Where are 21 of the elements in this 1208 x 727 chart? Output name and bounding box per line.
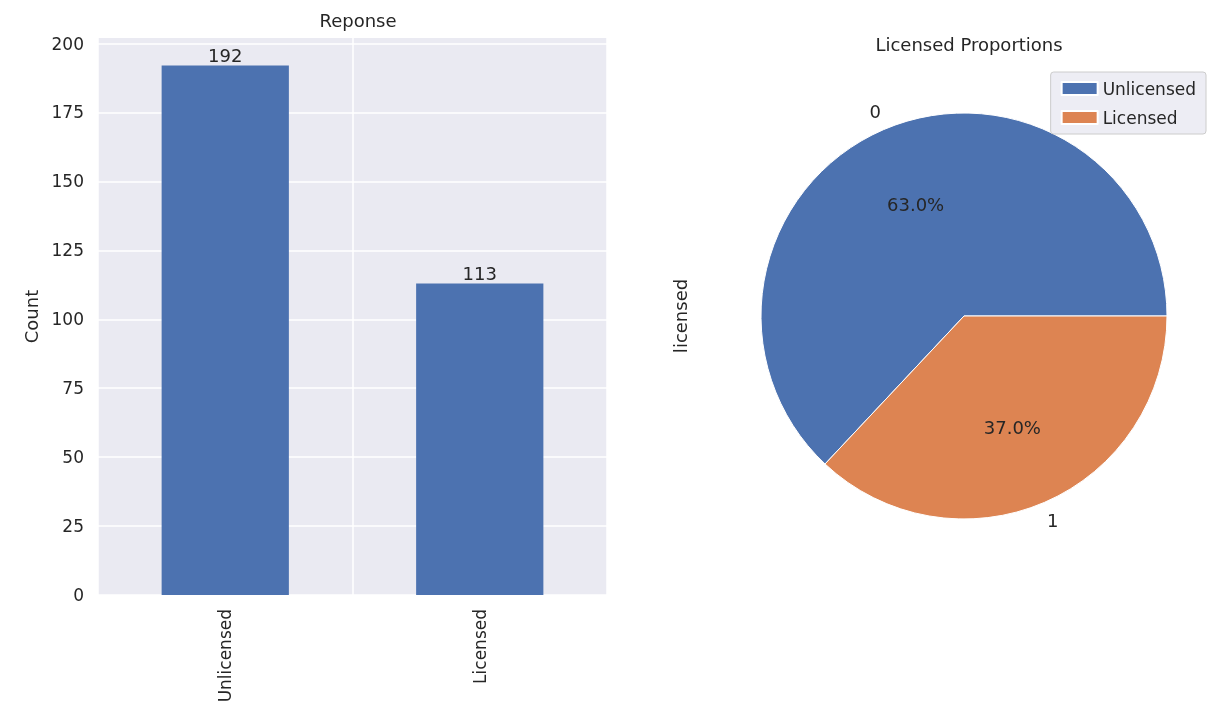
- chart-title: Reponse: [319, 9, 397, 31]
- y-tick-label: 25: [62, 516, 84, 537]
- y-tick-label: 0: [73, 585, 84, 605]
- y-axis-title: Count: [20, 289, 42, 344]
- legend-label: Licensed: [1102, 107, 1178, 128]
- y-tick-label: 50: [62, 447, 84, 468]
- data-label: 192: [208, 45, 243, 67]
- data-label: 37.0%: [983, 417, 1041, 439]
- y-tick-label: 125: [51, 240, 84, 261]
- y-tick-label: 100: [51, 309, 84, 330]
- y-tick-label: 175: [51, 102, 84, 123]
- y-tick-label: 75: [62, 378, 84, 399]
- text: licensed: [669, 278, 691, 354]
- y-tick-label: 200: [51, 33, 84, 54]
- text: 1: [1046, 510, 1059, 532]
- text: 0: [869, 100, 882, 122]
- legend-label: Unlicensed: [1102, 78, 1197, 99]
- data-label: 63.0%: [887, 193, 945, 215]
- chart-title: Licensed Proportions: [875, 33, 1063, 55]
- y-tick-label: 150: [51, 171, 84, 192]
- data-label: 113: [462, 262, 497, 284]
